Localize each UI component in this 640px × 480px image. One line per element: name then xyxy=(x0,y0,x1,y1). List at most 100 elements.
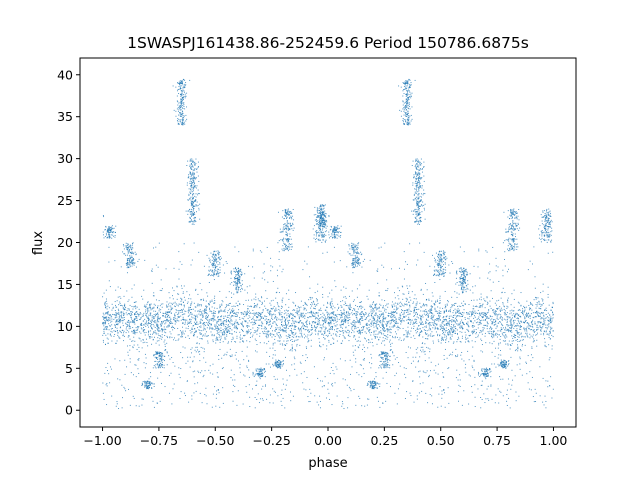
data-point xyxy=(157,305,159,307)
data-point xyxy=(536,324,538,326)
data-point xyxy=(373,334,375,336)
data-point xyxy=(424,329,426,331)
data-point xyxy=(492,246,494,248)
data-point xyxy=(348,314,350,316)
data-point xyxy=(424,305,426,307)
data-point xyxy=(486,251,488,253)
data-point xyxy=(119,360,121,362)
data-point xyxy=(256,384,258,386)
data-point xyxy=(407,322,409,324)
data-point xyxy=(452,316,454,318)
data-point xyxy=(248,320,250,322)
data-point xyxy=(410,320,412,322)
data-point xyxy=(157,377,159,379)
data-point xyxy=(552,311,554,313)
data-point xyxy=(161,328,163,329)
data-point xyxy=(457,308,459,310)
data-point xyxy=(105,334,107,336)
data-point xyxy=(500,327,502,329)
data-point xyxy=(223,331,225,333)
data-point xyxy=(200,319,202,321)
data-point xyxy=(491,398,493,400)
data-point xyxy=(415,303,417,305)
data-point xyxy=(247,308,249,310)
data-point xyxy=(508,329,510,331)
data-point xyxy=(169,318,171,320)
data-point xyxy=(319,341,321,343)
data-point xyxy=(522,339,524,341)
data-point xyxy=(422,370,424,372)
data-point xyxy=(161,334,163,336)
data-point xyxy=(126,345,128,347)
data-point xyxy=(211,299,213,301)
data-point xyxy=(217,389,219,391)
data-point xyxy=(257,298,259,300)
data-point xyxy=(111,320,113,322)
data-point xyxy=(394,302,396,304)
data-point xyxy=(180,285,182,287)
data-point xyxy=(269,310,271,312)
data-point xyxy=(340,316,342,318)
data-point xyxy=(158,329,160,331)
data-point xyxy=(284,331,286,333)
data-point xyxy=(102,382,104,384)
data-point xyxy=(421,323,423,325)
data-point xyxy=(102,321,104,323)
data-point xyxy=(264,271,266,273)
data-point xyxy=(454,308,456,310)
data-point xyxy=(545,400,547,402)
data-point xyxy=(212,363,214,365)
data-point xyxy=(150,309,152,311)
data-point xyxy=(246,325,248,327)
data-point xyxy=(467,350,469,352)
data-point xyxy=(266,309,268,311)
data-point xyxy=(535,334,537,336)
data-point xyxy=(448,402,450,404)
data-point xyxy=(499,330,501,332)
data-point xyxy=(197,349,199,351)
data-point xyxy=(175,321,177,323)
data-point xyxy=(187,321,189,323)
data-point xyxy=(327,317,329,319)
data-point xyxy=(464,303,466,305)
data-point xyxy=(128,308,130,310)
data-point xyxy=(539,325,541,327)
data-point xyxy=(483,327,485,329)
data-point xyxy=(254,321,256,323)
data-point xyxy=(184,395,186,397)
data-point xyxy=(253,306,255,308)
data-point xyxy=(344,330,346,332)
data-point xyxy=(506,312,508,314)
data-point xyxy=(261,328,263,330)
data-point xyxy=(247,332,249,334)
data-point xyxy=(203,348,205,350)
data-point xyxy=(464,341,466,343)
data-point xyxy=(221,368,223,370)
data-point xyxy=(454,321,456,323)
data-point xyxy=(538,321,540,322)
data-point xyxy=(245,312,247,314)
data-point xyxy=(339,358,341,360)
data-point xyxy=(156,328,158,330)
data-point xyxy=(107,316,109,318)
data-point xyxy=(296,345,298,347)
data-point xyxy=(212,341,214,343)
data-point xyxy=(522,311,524,313)
data-point xyxy=(495,320,497,322)
data-point xyxy=(390,345,392,347)
data-point xyxy=(288,321,290,323)
data-point xyxy=(190,332,192,334)
data-point xyxy=(354,322,356,324)
data-point xyxy=(121,329,123,331)
data-point xyxy=(392,316,394,318)
data-point xyxy=(292,395,294,397)
data-point xyxy=(166,326,168,328)
data-point xyxy=(367,315,369,317)
data-point xyxy=(530,322,532,324)
data-point xyxy=(489,315,491,317)
data-point xyxy=(442,317,444,319)
data-point xyxy=(488,318,490,320)
data-point xyxy=(129,338,131,340)
data-point xyxy=(216,393,218,395)
data-point xyxy=(314,325,316,327)
